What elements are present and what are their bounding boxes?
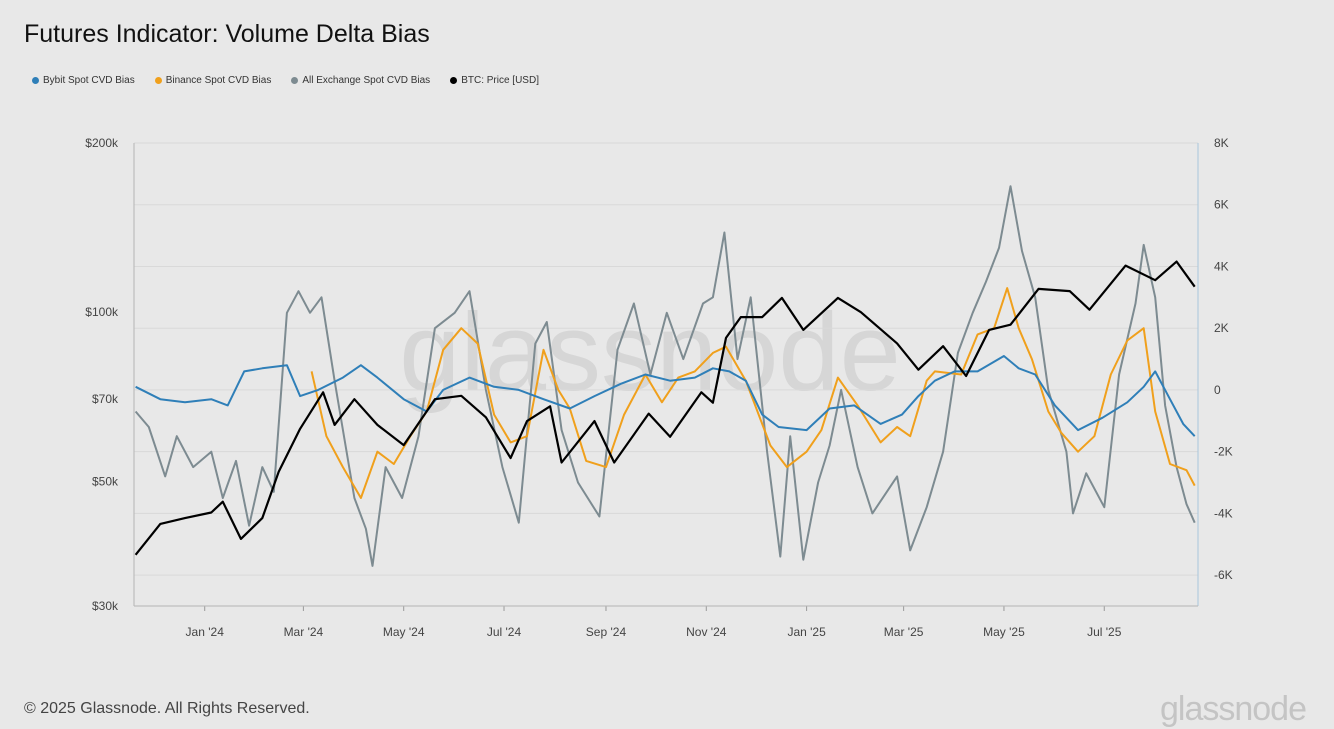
series-line-all-exchange-spot-cvd-bias (134, 185, 1196, 567)
copyright-footer: © 2025 Glassnode. All Rights Reserved. (24, 700, 310, 717)
series-line-btc-price-usd (134, 260, 1196, 556)
x-axis-tick-label: May '25 (983, 625, 1025, 639)
right-axis-tick-label: 8K (1214, 136, 1229, 150)
x-axis-tick-label: Sep '24 (586, 625, 627, 639)
legend-label: All Exchange Spot CVD Bias (302, 75, 431, 86)
left-axis-tick-label: $50k (92, 474, 119, 488)
x-axis-tick-label: Jan '24 (186, 625, 225, 639)
series-line-bybit-spot-cvd-bias (135, 355, 1196, 437)
right-axis-tick-label: 2K (1214, 321, 1229, 335)
x-axis-tick-label: May '24 (383, 625, 425, 639)
legend-item-all-exchange[interactable]: All Exchange Spot CVD Bias (291, 75, 430, 86)
gridlines (134, 142, 1198, 576)
x-axis-tick-label: Mar '25 (884, 625, 924, 639)
left-axis-tick-label: $70k (92, 392, 119, 406)
chart-title: Futures Indicator: Volume Delta Bias (24, 20, 430, 48)
series-line-binance-spot-cvd-bias (310, 287, 1196, 499)
legend-label: Bybit Spot CVD Bias (43, 75, 135, 86)
right-axis-tick-label: -2K (1214, 445, 1233, 459)
right-axis-tick-label: -4K (1214, 506, 1233, 520)
x-axis-tick-label: Jul '25 (1087, 625, 1122, 639)
legend-dot-btc-price (450, 77, 458, 84)
left-axis-tick-label: $100k (85, 305, 119, 319)
left-axis-tick-label: $30k (92, 599, 119, 613)
legend-item-bybit[interactable]: Bybit Spot CVD Bias (32, 75, 135, 86)
glassnode-logo: glassnode (1159, 690, 1307, 728)
legend-label: Binance Spot CVD Bias (165, 75, 272, 86)
x-axis-tick-label: Nov '24 (686, 625, 727, 639)
x-axis-tick-label: Mar '24 (284, 625, 324, 639)
series-lines (134, 185, 1196, 567)
right-axis-tick-label: 4K (1214, 259, 1229, 273)
axes: 8K 6K 4K 2K 0 -2K -4K -6K $200k $100k $70k $50k $30k… (85, 136, 1232, 639)
legend-dot-bybit (32, 77, 39, 84)
watermark: glassnode (399, 291, 901, 414)
legend-item-btc-price[interactable]: BTC: Price [USD] (450, 75, 539, 86)
right-axis-tick-label: 0 (1214, 383, 1221, 397)
right-axis-tick-label: 6K (1214, 198, 1229, 212)
legend-item-binance[interactable]: Binance Spot CVD Bias (154, 75, 272, 86)
right-axis-tick-label: -6K (1214, 568, 1233, 582)
x-axis-tick-label: Jul '24 (487, 625, 522, 639)
legend-dot-all-exchange (291, 77, 299, 84)
left-axis-tick-label: $200k (85, 136, 119, 150)
legend-dot-binance (154, 77, 162, 84)
legend: Bybit Spot CVD Bias Binance Spot CVD Bia… (32, 75, 539, 86)
x-axis-tick-label: Jan '25 (787, 625, 826, 639)
legend-label: BTC: Price [USD] (461, 75, 539, 86)
